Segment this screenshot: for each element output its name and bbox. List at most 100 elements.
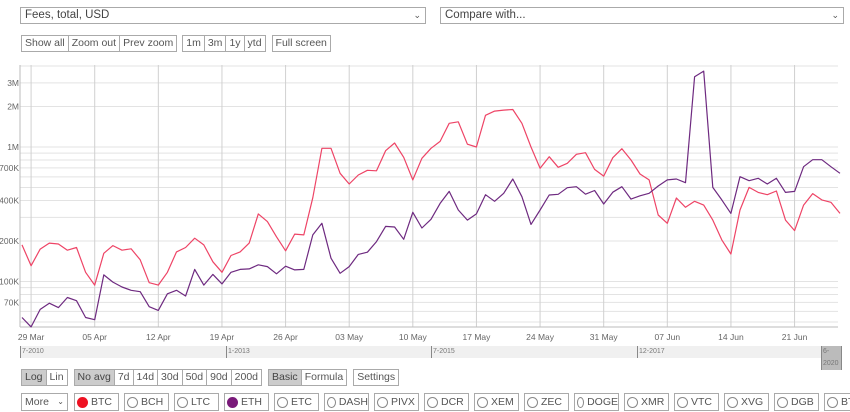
x-tick-label: 26 Apr (273, 332, 298, 342)
empty-circle-icon (777, 396, 788, 408)
x-tick-label: 29 Mar (18, 332, 45, 342)
coin-label: BCH (141, 396, 164, 408)
coin-label: BTC (91, 396, 112, 408)
toolbar-top: Show all Zoom out Prev zoom 1m 3m 1y ytd… (21, 35, 331, 52)
more-select-value: More (25, 396, 49, 408)
avg-14d-button[interactable]: 14d (132, 369, 159, 386)
avg-90d-button[interactable]: 90d (206, 369, 232, 386)
empty-circle-icon (127, 396, 138, 408)
x-tick-label: 05 Apr (82, 332, 107, 342)
coin-toggle-xvg[interactable]: XVG (724, 393, 769, 411)
coin-toggle-eth[interactable]: ETH (224, 393, 269, 411)
basic-mode-button[interactable]: Basic (268, 369, 302, 386)
coin-toggle-xmr[interactable]: XMR (624, 393, 669, 411)
y-tick-label: 400K (0, 196, 19, 206)
coin-label: DGB (791, 396, 814, 408)
x-tick-label: 10 May (399, 332, 428, 342)
coin-toggle-dcr[interactable]: DCR (424, 393, 469, 411)
coin-label: ZEC (541, 396, 562, 408)
chevron-down-icon: ⌄ (413, 10, 421, 20)
filled-circle-icon (77, 396, 88, 408)
avg-7d-button[interactable]: 7d (113, 369, 134, 386)
avg-50d-button[interactable]: 50d (181, 369, 208, 386)
empty-circle-icon (677, 396, 688, 408)
coin-label: XVG (741, 396, 764, 408)
y-tick-label: 2M (7, 102, 19, 112)
coin-label: DASH (338, 396, 368, 408)
log-scale-button[interactable]: Log (21, 369, 47, 386)
x-tick-label: 14 Jun (718, 332, 744, 342)
settings-button[interactable]: Settings (353, 369, 400, 386)
coin-toggle-ltc[interactable]: LTC (174, 393, 219, 411)
empty-circle-icon (577, 396, 585, 408)
chevron-down-icon: ⌄ (57, 397, 64, 406)
coin-toggle-doge[interactable]: DOGE (574, 393, 619, 411)
lin-scale-button[interactable]: Lin (45, 369, 68, 386)
x-tick-label: 07 Jun (655, 332, 681, 342)
empty-circle-icon (377, 396, 388, 408)
navigator-selection-handle[interactable]: 6-2020 (821, 346, 842, 370)
avg-200d-button[interactable]: 200d (230, 369, 262, 386)
coin-toggle-btc[interactable]: BTC (74, 393, 119, 411)
series-line-btc[interactable] (21, 108, 841, 286)
x-tick-label: 21 Jun (782, 332, 808, 342)
x-tick-label: 31 May (590, 332, 619, 342)
prev-zoom-button[interactable]: Prev zoom (119, 35, 178, 52)
y-tick-label: 200K (0, 236, 19, 246)
empty-circle-icon (477, 396, 488, 408)
x-tick-label: 17 May (463, 332, 492, 342)
toolbar-bottom: Log Lin No avg 7d 14d 30d 50d 90d 200d B… (21, 369, 400, 386)
y-tick-label: 3M (7, 78, 19, 88)
coin-label: ETH (241, 396, 262, 408)
full-screen-button[interactable]: Full screen (271, 35, 331, 52)
coin-label: VTC (691, 396, 712, 408)
coin-toggle-bch[interactable]: BCH (124, 393, 169, 411)
y-tick-label: 100K (0, 277, 19, 287)
coin-selector: More ⌄ BTC BCH LTC ETH ETC DASH PIVX DCR XEM ZEC DO… (21, 393, 850, 411)
empty-circle-icon (327, 396, 336, 408)
y-tick-label: 70K (4, 297, 19, 307)
coin-toggle-dgb[interactable]: DGB (774, 393, 819, 411)
compare-select-value: Compare with... (445, 9, 526, 21)
range-3m-button[interactable]: 3m (203, 35, 227, 52)
coin-toggle-btg[interactable]: BTG (824, 393, 850, 411)
filled-circle-icon (227, 396, 238, 408)
range-ytd-button[interactable]: ytd (243, 35, 266, 52)
metric-select[interactable]: Fees, total, USD ⌄ (20, 7, 426, 24)
x-tick-label: 03 May (335, 332, 364, 342)
x-tick-label: 12 Apr (146, 332, 171, 342)
coin-toggle-vtc[interactable]: VTC (674, 393, 719, 411)
coin-toggle-dash[interactable]: DASH (324, 393, 369, 411)
coin-label: ETC (291, 396, 312, 408)
metric-select-value: Fees, total, USD (25, 9, 110, 21)
zoom-out-button[interactable]: Zoom out (67, 35, 121, 52)
coin-label: LTC (191, 396, 211, 408)
navigator-label: 12-2017 (637, 346, 665, 358)
navigator-label: 1-2013 (226, 346, 250, 358)
navigator-bar[interactable]: 7-2010 1-2013 7-2015 12-2017 6-2020 (20, 346, 842, 370)
coin-toggle-zec[interactable]: ZEC (524, 393, 569, 411)
empty-circle-icon (527, 396, 538, 408)
navigator-label: 7-2015 (431, 346, 455, 358)
series-line-eth[interactable] (21, 70, 841, 328)
empty-circle-icon (277, 396, 288, 408)
coin-label: DOGE (587, 396, 618, 408)
x-tick-label: 19 Apr (210, 332, 235, 342)
fees-chart[interactable]: 3M 2M 1M 700K 400K 200K 100K 70K 29 Mar 05 Apr 12 … (0, 0, 850, 345)
empty-circle-icon (727, 396, 738, 408)
coin-toggle-etc[interactable]: ETC (274, 393, 319, 411)
empty-circle-icon (427, 396, 438, 408)
empty-circle-icon (627, 396, 638, 408)
coin-label: DCR (441, 396, 464, 408)
coin-label: XMR (641, 396, 665, 408)
compare-select[interactable]: Compare with... ⌄ (440, 7, 844, 24)
coin-toggle-pivx[interactable]: PIVX (374, 393, 419, 411)
chevron-down-icon: ⌄ (831, 10, 839, 20)
avg-30d-button[interactable]: 30d (157, 369, 183, 386)
show-all-button[interactable]: Show all (21, 35, 69, 52)
formula-mode-button[interactable]: Formula (300, 369, 348, 386)
more-select[interactable]: More ⌄ (21, 393, 68, 411)
no-avg-button[interactable]: No avg (73, 369, 115, 386)
x-tick-label: 24 May (526, 332, 555, 342)
coin-toggle-xem[interactable]: XEM (474, 393, 519, 411)
